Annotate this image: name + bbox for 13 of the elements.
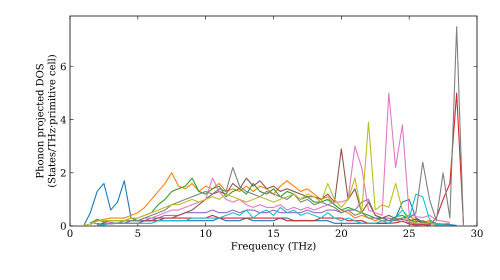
x-tick-label: 5 bbox=[136, 230, 140, 237]
x-tick-label: 30 bbox=[471, 230, 483, 238]
y-tick-label: 4 bbox=[60, 116, 66, 124]
x-tick-label: 0 bbox=[67, 230, 73, 238]
x-tick-label: 10 bbox=[200, 230, 212, 238]
x-axis-title: Frequency (THz) bbox=[231, 242, 316, 252]
y-tick-label: 2 bbox=[60, 169, 66, 177]
x-tick-label: 25 bbox=[404, 230, 415, 238]
y-tick-label: 0 bbox=[60, 222, 66, 230]
y-tick-label: 6 bbox=[60, 62, 66, 70]
x-tick-label: 15 bbox=[268, 230, 280, 238]
x-tick-label: 20 bbox=[336, 230, 348, 238]
y-axis-title: Phonon projected DOS (States/THz·primitive cell) bbox=[36, 55, 58, 187]
